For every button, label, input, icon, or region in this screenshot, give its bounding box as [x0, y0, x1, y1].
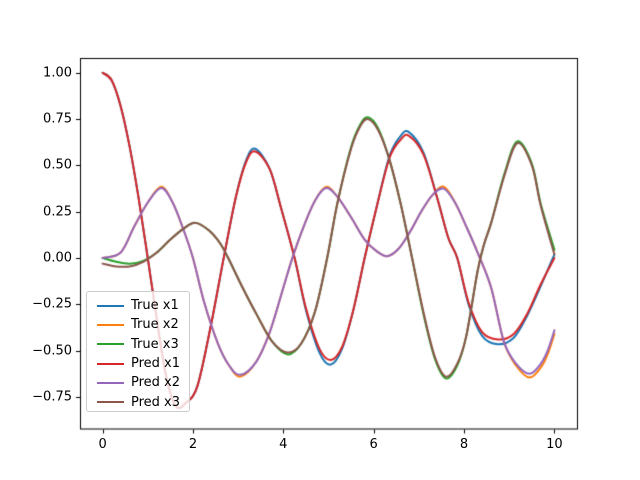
legend-label: Pred x2	[131, 375, 181, 391]
y-tick-label: 0.25	[43, 204, 72, 220]
x-tick-label: 0	[98, 436, 107, 452]
y-tick-label: 0.00	[43, 250, 72, 266]
legend-label: Pred x1	[131, 356, 181, 372]
legend-entry: True x2	[97, 315, 189, 334]
x-tick-label: 4	[279, 436, 288, 452]
legend-label: True x1	[131, 298, 179, 314]
legend-entry: Pred x3	[97, 392, 189, 411]
legend-line-sample	[97, 401, 124, 404]
x-tick-label: 2	[188, 436, 198, 452]
y-tick-label: 1.00	[43, 65, 72, 81]
legend-entry: Pred x2	[97, 373, 189, 392]
legend-label: True x2	[131, 317, 179, 333]
legend-line-sample	[97, 381, 124, 384]
legend-line-sample	[97, 362, 124, 365]
x-tick-label: 6	[369, 436, 378, 452]
legend-entry: Pred x1	[97, 354, 189, 373]
legend-line-sample	[97, 343, 124, 346]
y-tick-label: −0.75	[32, 389, 72, 405]
legend-line-sample	[97, 323, 124, 326]
legend-entry: True x1	[97, 296, 189, 315]
legend-label: True x3	[131, 336, 179, 352]
legend-line-sample	[97, 304, 124, 307]
x-tick-label: 10	[546, 436, 563, 452]
y-tick-label: 0.75	[43, 111, 72, 127]
y-tick-label: −0.50	[32, 343, 72, 359]
y-tick-label: 0.50	[43, 157, 72, 173]
legend-label: Pred x3	[131, 394, 181, 410]
legend-entry: True x3	[97, 335, 189, 354]
legend: True x1 True x2 True x3 Pred x1 Pred x2 Pred …	[86, 291, 190, 412]
x-tick-label: 8	[459, 436, 469, 452]
y-tick-label: −0.25	[32, 296, 72, 312]
